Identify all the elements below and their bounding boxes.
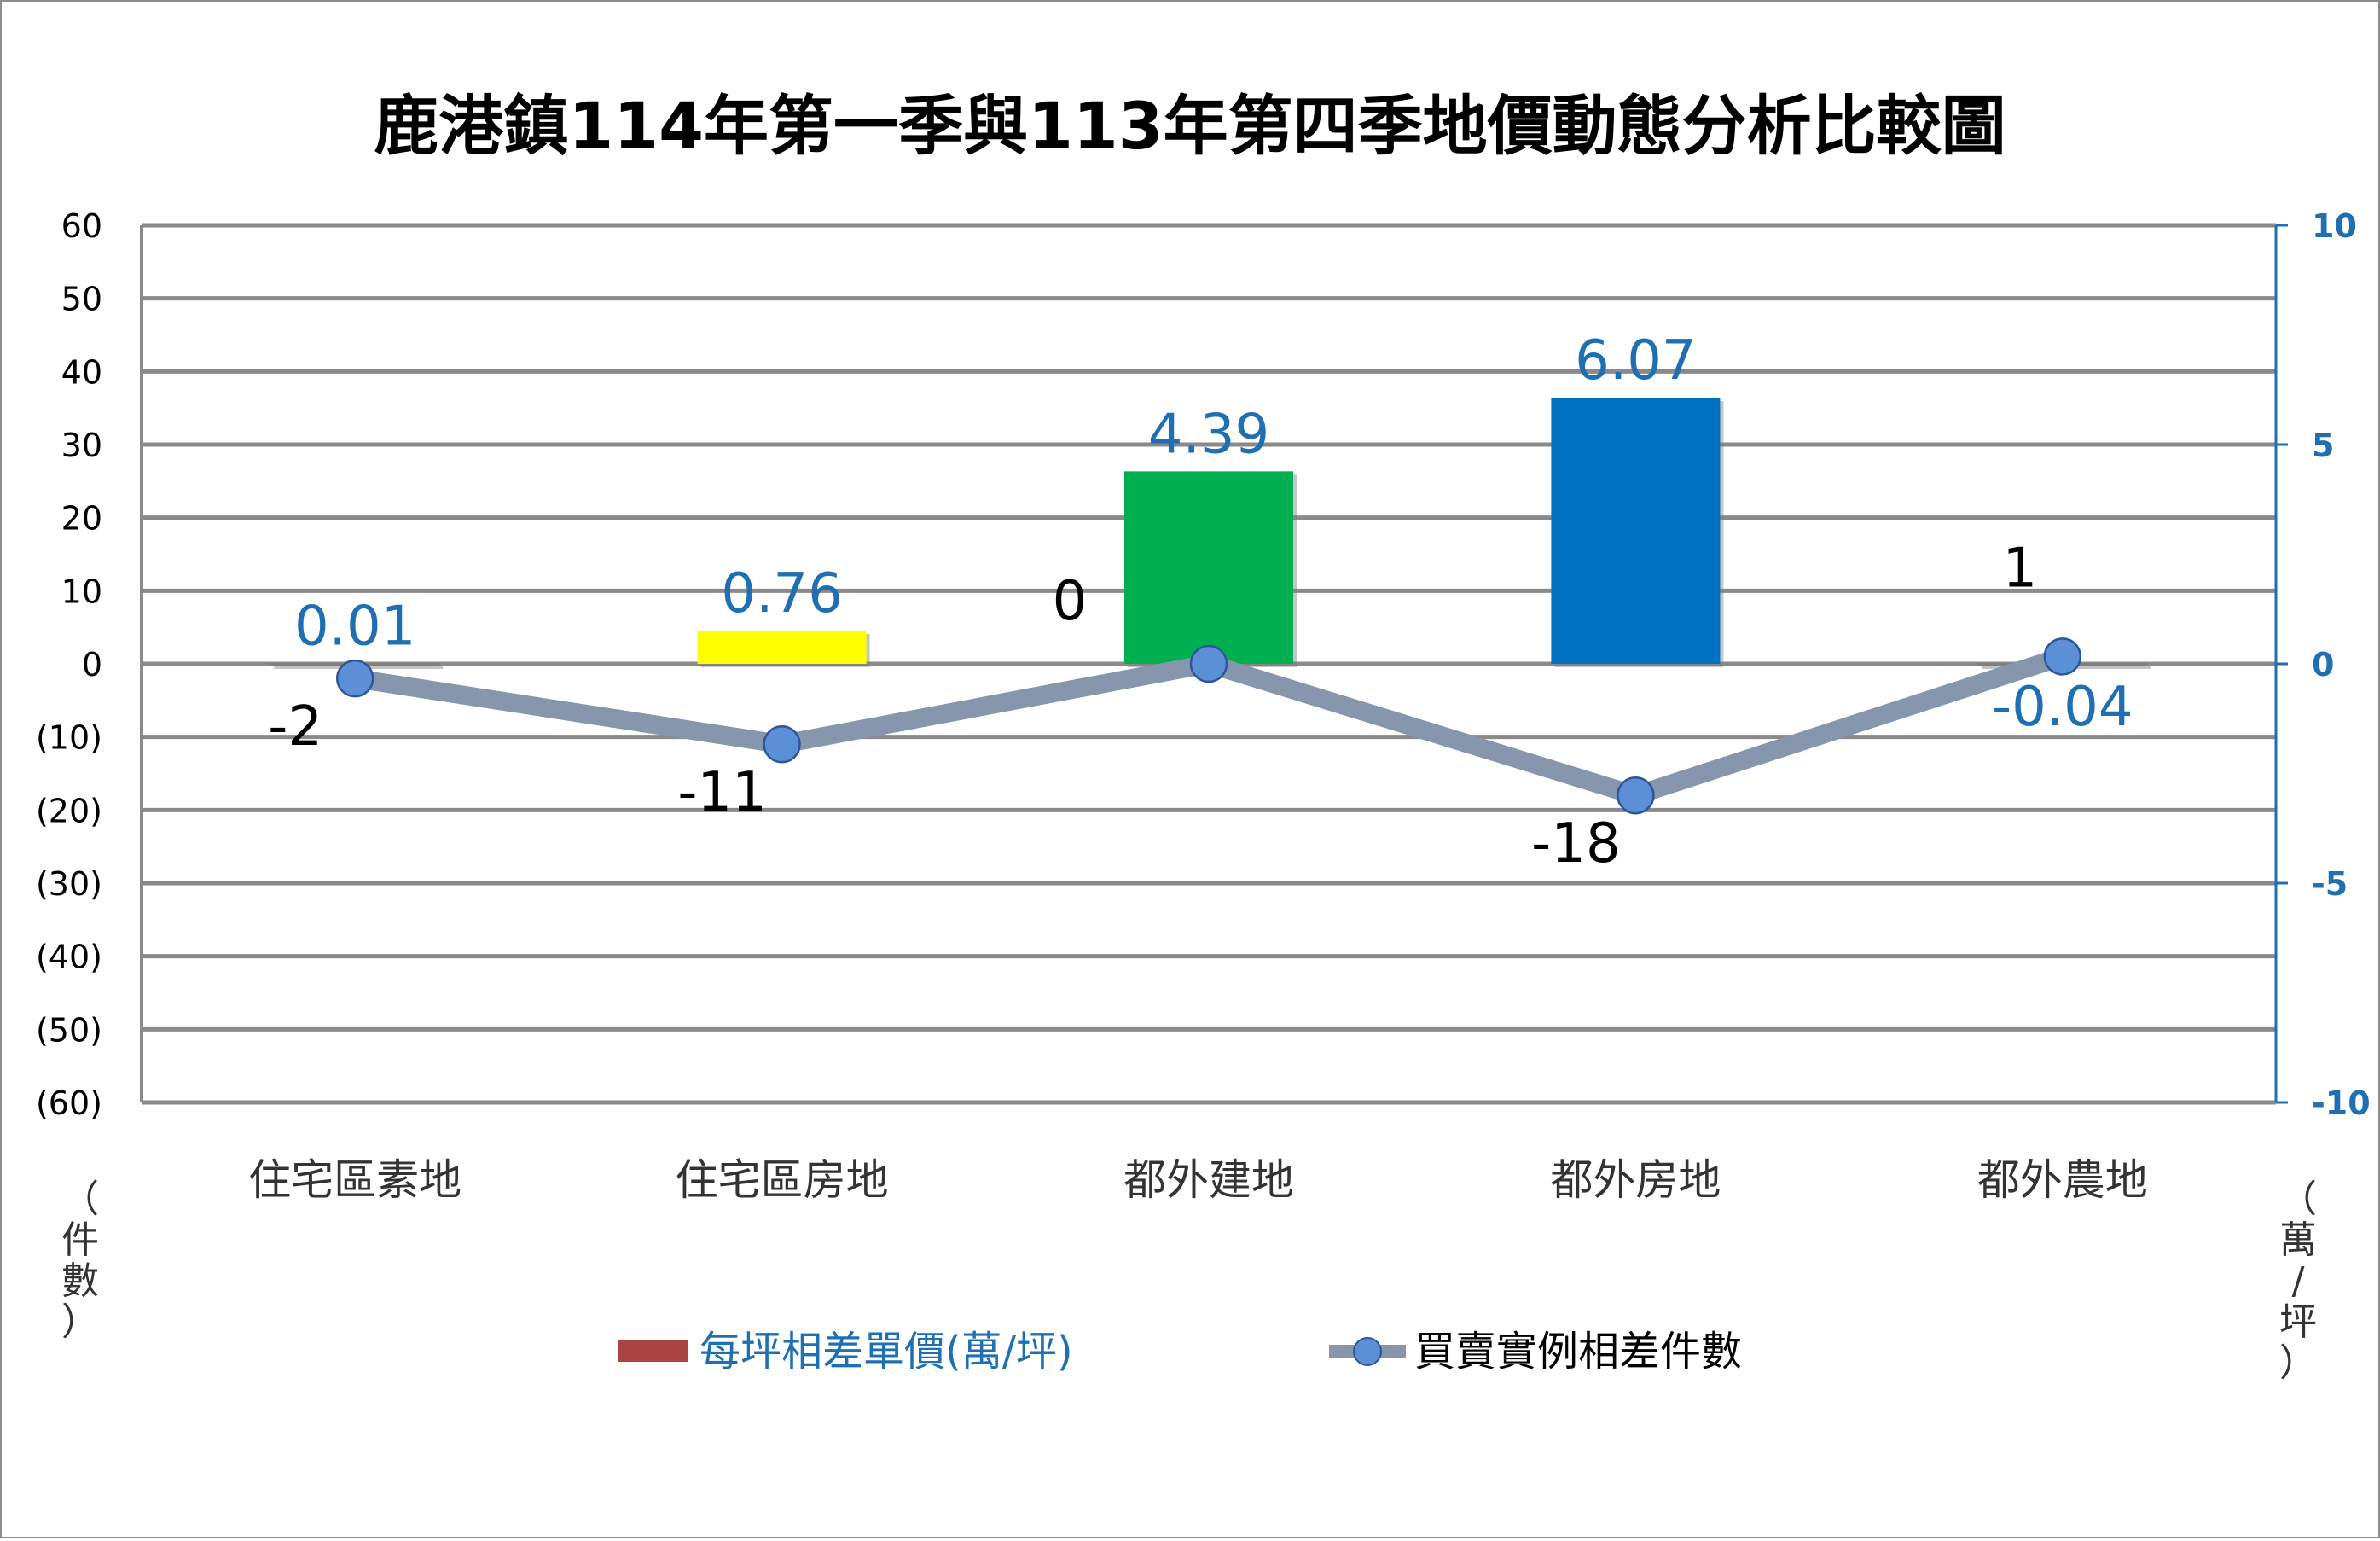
bar-value-label: 4.39 xyxy=(1148,403,1270,466)
right-tick-label: 5 xyxy=(2312,427,2334,464)
right-tick-label: -5 xyxy=(2312,865,2348,903)
left-tick-label: (10) xyxy=(36,719,102,757)
unit-char: 數 xyxy=(61,1259,99,1303)
line-point xyxy=(1617,776,1655,815)
category-label: 都外房地 xyxy=(1550,1155,1721,1205)
line-point xyxy=(335,659,374,698)
unit-char: ） xyxy=(2279,1341,2317,1385)
left-tick-label: 20 xyxy=(61,500,102,538)
left-tick-label: 60 xyxy=(61,207,102,245)
left-tick-label: (60) xyxy=(36,1085,102,1122)
bar-value-label: -0.04 xyxy=(1992,676,2133,739)
unit-char: 件 xyxy=(61,1218,99,1262)
bar-rect xyxy=(1124,471,1293,664)
bar-value-label: 6.07 xyxy=(1575,329,1697,393)
legend-line-label: 買賣實例相差件數 xyxy=(1414,1328,1742,1375)
bar-value-label: 0.76 xyxy=(721,562,843,625)
legend-bar-swatch xyxy=(618,1340,688,1362)
right-unit-label: （萬/坪） xyxy=(2279,1178,2317,1385)
legend: 每坪相差單價(萬/坪) 買賣實例相差件數 xyxy=(618,1328,1742,1375)
line-series xyxy=(335,637,2082,815)
bar xyxy=(697,630,870,667)
bar xyxy=(1551,398,1724,667)
left-tick-label: 30 xyxy=(61,427,102,464)
left-tick-label: (40) xyxy=(36,939,102,976)
unit-char: 萬 xyxy=(2279,1218,2317,1262)
line-value-label: -18 xyxy=(1531,812,1621,875)
unit-char: / xyxy=(2292,1259,2305,1303)
left-tick-label: (50) xyxy=(36,1011,102,1049)
chart-title: 鹿港鎮114年第一季與113年第四季地價動態分析比較圖 xyxy=(374,88,2006,164)
bar-value-label: 0.01 xyxy=(294,595,416,658)
unit-char: ） xyxy=(61,1300,99,1344)
line-point xyxy=(1189,644,1228,683)
legend-bar-label: 每坪相差單價(萬/坪) xyxy=(699,1328,1073,1375)
bar xyxy=(1124,471,1297,667)
right-tick-label: 10 xyxy=(2312,207,2357,245)
left-tick-label: 40 xyxy=(61,353,102,391)
category-label: 都外建地 xyxy=(1123,1155,1294,1205)
line-value-label: 0 xyxy=(1053,570,1088,633)
data-labels: 0.01 0.76 4.39 6.07 -0.04 -2 -11 0 -18 1 xyxy=(268,329,2133,875)
category-label: 住宅區素地 xyxy=(248,1155,461,1205)
line-value-label: -11 xyxy=(677,761,767,824)
line-value-label: 1 xyxy=(2002,537,2037,600)
axes: 6050403020100(10)(20)(30)(40)(50)(60)105… xyxy=(36,207,2371,1385)
bar-rect xyxy=(1551,398,1721,664)
left-unit-label: （件數） xyxy=(61,1178,99,1344)
category-label: 都外農地 xyxy=(1977,1155,2148,1205)
left-tick-label: 50 xyxy=(61,281,102,318)
unit-char: （ xyxy=(61,1178,99,1221)
line-point xyxy=(763,724,801,764)
left-tick-label: 10 xyxy=(61,573,102,610)
unit-char: 坪 xyxy=(2279,1300,2317,1344)
category-label: 住宅區房地 xyxy=(676,1155,889,1205)
legend-line-marker xyxy=(1353,1337,1382,1366)
line-point xyxy=(2043,637,2082,676)
left-tick-label: 0 xyxy=(82,646,102,683)
bar-rect xyxy=(697,630,867,664)
right-tick-label: 0 xyxy=(2312,646,2334,683)
line-value-label: -2 xyxy=(268,695,322,759)
left-tick-label: (30) xyxy=(36,865,102,903)
left-tick-label: (20) xyxy=(36,792,102,829)
right-tick-label: -10 xyxy=(2312,1085,2371,1122)
unit-char: （ xyxy=(2279,1178,2317,1221)
